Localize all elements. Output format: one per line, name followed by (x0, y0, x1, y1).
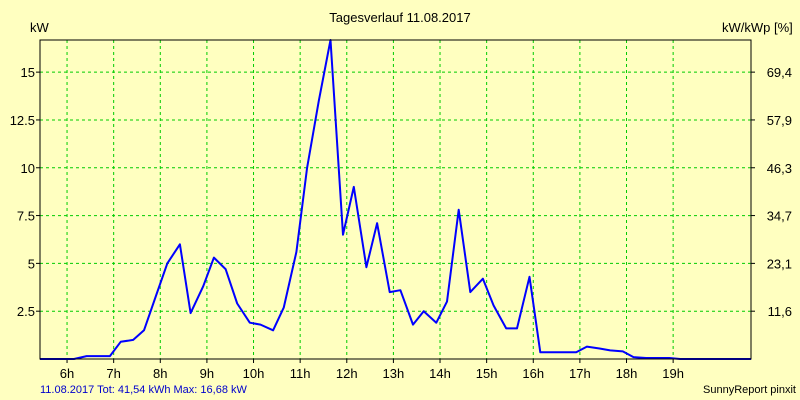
x-tick-label: 12h (336, 366, 358, 381)
x-tick-label: 14h (429, 366, 451, 381)
x-tick-label: 6h (60, 366, 74, 381)
x-tick-label: 15h (476, 366, 498, 381)
x-tick-label: 13h (383, 366, 405, 381)
y-tick-label-right: 57,9 (767, 113, 792, 128)
plot-frame (39, 39, 752, 360)
y-tick-label-left: 12.5 (10, 113, 35, 128)
x-tick-label: 19h (662, 366, 684, 381)
y-axis-label-left: kW (30, 20, 50, 35)
y-tick-label-left: 10 (21, 161, 35, 176)
x-tick-label: 18h (616, 366, 638, 381)
grid-layer (40, 40, 751, 359)
y-tick-label-right: 69,4 (767, 65, 792, 80)
x-tick-label: 16h (522, 366, 544, 381)
plot-area (39, 39, 752, 360)
y-tick-label-right: 46,3 (767, 161, 792, 176)
x-tick-label: 11h (290, 366, 311, 381)
x-tick-label: 7h (106, 366, 120, 381)
footer-credit: SunnyReport pinxit (703, 384, 796, 396)
y-tick-label-right: 34,7 (767, 209, 792, 224)
y-tick-label-left: 15 (21, 65, 35, 80)
x-tick-label: 9h (200, 366, 214, 381)
series-layer (40, 39, 751, 360)
series-line (40, 39, 751, 360)
y-tick-label-right: 23,1 (767, 256, 792, 271)
y-tick-label-left: 2.5 (17, 304, 35, 319)
x-tick-label: 17h (569, 366, 591, 381)
y-tick-label-right: 11,6 (768, 304, 792, 319)
x-tick-label: 10h (243, 366, 265, 381)
chart-title: Tagesverlauf 11.08.2017 (329, 10, 470, 25)
tick-layer: 6h 7h 8h 9h 10h 11h 12h 13h 14h 15h 16h 17h 18h 19h 2.… (10, 65, 792, 381)
y-tick-label-left: 7.5 (17, 209, 35, 224)
footer-summary: 11.08.2017 Tot: 41,54 kWh Max: 16,68 kW (40, 384, 247, 396)
y-axis-label-right: kW/kWp [%] (722, 20, 793, 35)
x-tick-label: 8h (153, 366, 167, 381)
y-tick-label-left: 5 (28, 256, 35, 271)
